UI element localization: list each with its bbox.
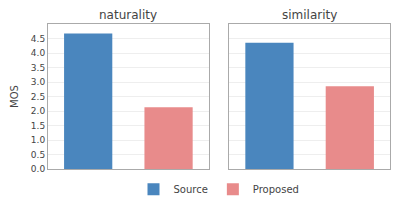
svg-text:3.0: 3.0 [31, 77, 46, 87]
svg-text:2.5: 2.5 [31, 92, 45, 102]
svg-text:1.5: 1.5 [31, 121, 45, 131]
svg-text:Proposed: Proposed [253, 184, 299, 195]
svg-text:similarity: similarity [282, 8, 337, 22]
svg-text:MOS: MOS [9, 85, 20, 108]
svg-text:Source: Source [174, 184, 208, 195]
svg-text:2.0: 2.0 [31, 106, 46, 116]
svg-text:0.0: 0.0 [31, 164, 46, 174]
svg-text:1.0: 1.0 [31, 135, 46, 145]
svg-text:naturality: naturality [99, 8, 157, 22]
svg-text:3.5: 3.5 [31, 63, 45, 73]
svg-text:4.0: 4.0 [31, 48, 46, 58]
svg-text:0.5: 0.5 [31, 150, 45, 160]
svg-text:4.5: 4.5 [31, 34, 45, 44]
